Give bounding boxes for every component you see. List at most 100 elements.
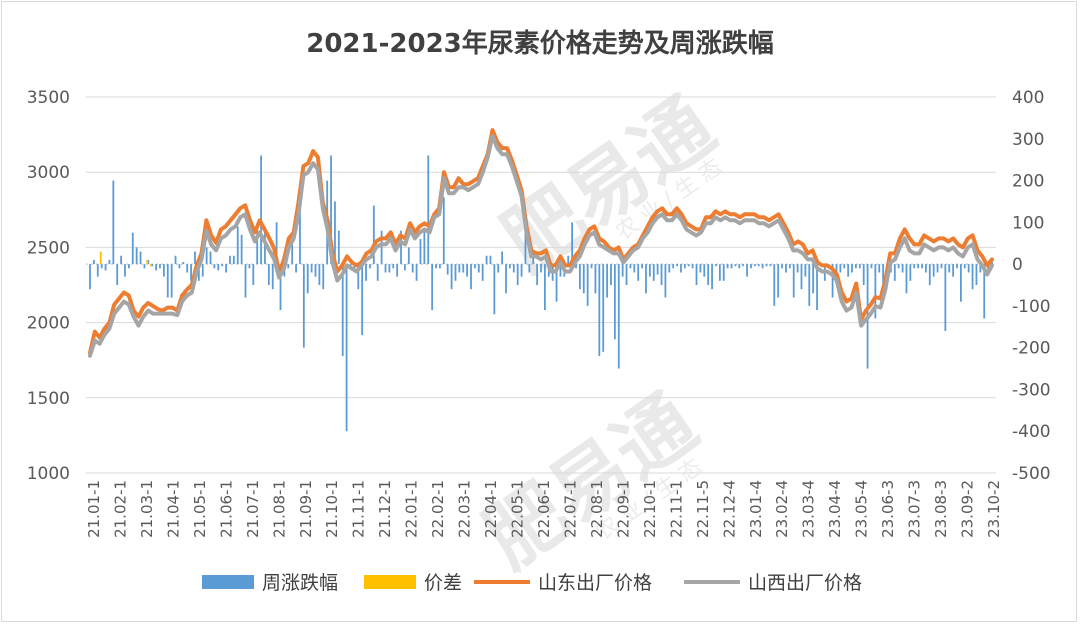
bar-weekly-change bbox=[777, 264, 780, 298]
bar-weekly-change bbox=[372, 205, 375, 265]
bar-weekly-change bbox=[718, 264, 721, 281]
bar-weekly-change bbox=[578, 264, 581, 290]
bar-weekly-change bbox=[987, 264, 990, 273]
bar-weekly-change bbox=[936, 264, 939, 273]
bar-weekly-change bbox=[792, 264, 795, 298]
bar-weekly-change bbox=[361, 264, 364, 336]
bar-spread bbox=[149, 264, 152, 267]
x-tick-label: 22.03-1 bbox=[456, 480, 474, 538]
bar-weekly-change bbox=[466, 264, 469, 277]
bar-weekly-change bbox=[166, 264, 169, 298]
bar-weekly-change bbox=[435, 264, 437, 269]
x-tick-label: 22.04-1 bbox=[482, 480, 500, 538]
x-tick-label: 22.10-1 bbox=[641, 480, 659, 538]
legend-swatch bbox=[202, 575, 254, 589]
bar-weekly-change bbox=[194, 251, 196, 265]
bar-weekly-change bbox=[683, 264, 686, 269]
x-tick-label: 21.08-1 bbox=[270, 480, 288, 538]
x-tick-label: 21.01-1 bbox=[85, 480, 103, 538]
x-tick-label: 23.01-4 bbox=[747, 480, 765, 538]
bar-weekly-change bbox=[582, 264, 585, 294]
bar-weekly-change bbox=[699, 264, 702, 273]
y-left-tick-label: 1500 bbox=[27, 389, 70, 409]
bar-weekly-change bbox=[135, 247, 138, 265]
x-tick-label: 23.07-3 bbox=[906, 480, 924, 538]
bar-weekly-change bbox=[96, 264, 99, 277]
bar-weekly-change bbox=[983, 264, 986, 319]
legend-swatch bbox=[364, 575, 416, 589]
bar-weekly-change bbox=[108, 259, 111, 265]
bar-weekly-change bbox=[322, 264, 325, 290]
x-tick-label: 21.11-1 bbox=[350, 480, 368, 538]
bar-weekly-change bbox=[940, 264, 943, 269]
bar-weekly-change bbox=[116, 264, 119, 285]
x-tick-label: 23.06-3 bbox=[879, 480, 897, 538]
bar-weekly-change bbox=[882, 264, 885, 290]
bar-weekly-change bbox=[808, 264, 811, 306]
bar-weekly-change bbox=[458, 264, 461, 273]
bar-weekly-change bbox=[407, 247, 410, 265]
y-right-tick-label: -100 bbox=[1012, 297, 1051, 317]
bar-weekly-change bbox=[431, 264, 434, 311]
bar-weekly-change bbox=[299, 201, 301, 265]
bar-weekly-change bbox=[528, 264, 531, 273]
bar-weekly-change bbox=[668, 264, 671, 273]
x-tick-label: 21.07-1 bbox=[244, 480, 262, 538]
bar-weekly-change bbox=[357, 264, 360, 290]
bar-weekly-change bbox=[314, 264, 317, 277]
x-tick-label: 22.06-1 bbox=[535, 480, 553, 538]
x-tick-label: 21.12-1 bbox=[376, 480, 394, 538]
x-tick-label: 22.02-1 bbox=[429, 480, 447, 538]
x-tick-label: 22.08-1 bbox=[588, 480, 606, 538]
bar-weekly-change bbox=[847, 264, 850, 277]
x-tick-label: 21.10-1 bbox=[323, 480, 341, 538]
bar-weekly-change bbox=[959, 264, 962, 302]
bar-weekly-change bbox=[734, 264, 737, 267]
bar-weekly-change bbox=[897, 264, 900, 269]
bar-weekly-change bbox=[318, 264, 321, 285]
bar-weekly-change bbox=[174, 255, 177, 265]
bar-spread bbox=[99, 251, 102, 265]
bar-weekly-change bbox=[971, 264, 974, 290]
bar-weekly-change bbox=[652, 264, 655, 281]
bar-weekly-change bbox=[633, 264, 636, 273]
bar-weekly-change bbox=[909, 264, 912, 281]
bar-weekly-change bbox=[520, 264, 523, 277]
bar-weekly-change bbox=[139, 251, 142, 265]
bar-weekly-change bbox=[703, 264, 706, 277]
bar-weekly-change bbox=[310, 264, 313, 273]
bar-weekly-change bbox=[543, 264, 546, 311]
bar-weekly-change bbox=[625, 264, 628, 285]
bar-weekly-change bbox=[501, 251, 504, 265]
x-tick-label: 22.01-1 bbox=[403, 480, 421, 538]
bar-weekly-change bbox=[92, 259, 95, 265]
bar-weekly-change bbox=[975, 264, 978, 285]
bar-weekly-change bbox=[944, 264, 947, 331]
bar-weekly-change bbox=[190, 264, 192, 281]
bar-weekly-change bbox=[676, 264, 678, 267]
bar-weekly-change bbox=[120, 255, 123, 265]
bar-weekly-change bbox=[586, 264, 589, 306]
bar-weekly-change bbox=[870, 264, 873, 269]
bar-weekly-change bbox=[337, 230, 340, 265]
bar-weekly-change bbox=[485, 255, 488, 265]
bar-weekly-change bbox=[143, 264, 146, 269]
bar-weekly-change bbox=[221, 264, 224, 267]
bar-weekly-change bbox=[287, 264, 290, 269]
bar-weekly-change bbox=[271, 264, 274, 290]
bar-weekly-change bbox=[470, 264, 472, 290]
bar-weekly-change bbox=[419, 239, 422, 265]
bar-weekly-change bbox=[450, 264, 453, 290]
bar-weekly-change bbox=[932, 264, 935, 277]
bar-weekly-change bbox=[878, 264, 881, 273]
bar-weekly-change bbox=[862, 264, 865, 285]
bar-spread bbox=[146, 259, 149, 265]
bar-weekly-change bbox=[757, 264, 760, 267]
bar-weekly-change bbox=[178, 264, 181, 269]
bar-weekly-change bbox=[617, 264, 620, 369]
bar-weekly-change bbox=[508, 264, 511, 269]
bar-weekly-change bbox=[730, 264, 733, 269]
bar-weekly-change bbox=[913, 264, 916, 269]
bar-weekly-change bbox=[648, 264, 651, 277]
bar-weekly-change bbox=[831, 264, 834, 298]
